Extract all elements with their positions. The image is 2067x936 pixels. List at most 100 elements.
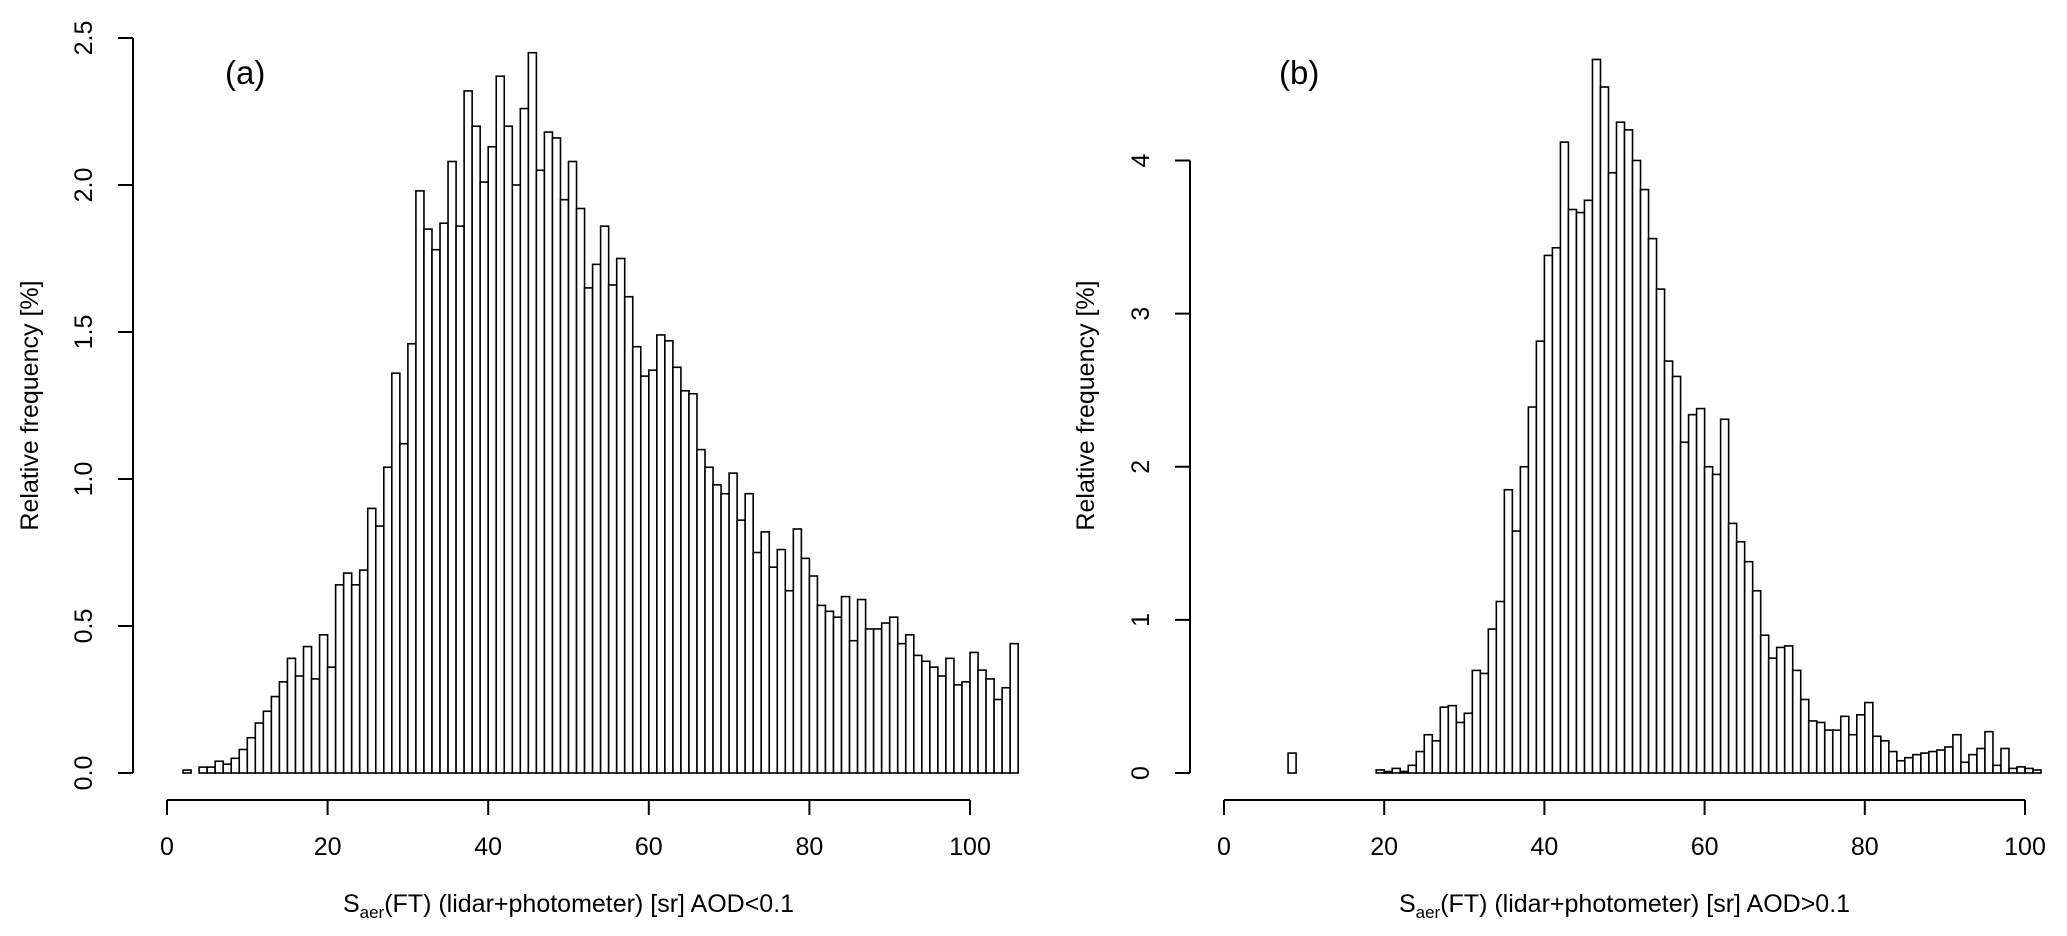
- histogram-bar: [543, 131, 554, 774]
- histogram-bar: [840, 595, 851, 774]
- histogram-bar: [455, 225, 465, 774]
- histogram-bar: [1751, 589, 1762, 774]
- histogram-bar: [2008, 767, 2018, 774]
- histogram-bar: [1519, 465, 1530, 774]
- histogram-bar: [1471, 669, 1482, 774]
- histogram-bar: [2000, 747, 2010, 774]
- histogram-bar: [1375, 769, 1385, 774]
- y-axis: 0.0 0.5 1.0 1.5 2.0 2.5: [70, 21, 134, 790]
- histogram-bar: [575, 207, 586, 774]
- x-axis: 0 20 40 60 80 100: [160, 799, 991, 861]
- histogram-bar: [423, 228, 433, 774]
- bars: [1287, 58, 2042, 774]
- histogram-bar: [1928, 750, 1938, 774]
- x-axis-title: Saer(FT) (lidar+photometer) [sr] AOD<0.1: [343, 890, 794, 922]
- x-tick-label: 0: [160, 833, 174, 861]
- histogram-bar: [1591, 58, 1602, 774]
- histogram-bar: [680, 389, 690, 774]
- histogram-bar: [1719, 418, 1730, 774]
- histogram-bar: [1551, 246, 1562, 774]
- histogram-bar: [2024, 767, 2034, 774]
- histogram-bar: [1623, 129, 1634, 774]
- histogram-bar: [358, 569, 369, 774]
- y-tick-label: 3: [1127, 307, 1155, 321]
- histogram-bar: [270, 695, 281, 774]
- histogram-bar: [985, 678, 995, 774]
- histogram-bar: [631, 345, 642, 774]
- x-tick-label: 60: [635, 833, 663, 861]
- histogram-bar: [1936, 749, 1946, 774]
- histogram-bar: [230, 757, 241, 774]
- histogram-bar: [286, 657, 297, 774]
- histogram-bar: [888, 616, 899, 774]
- histogram-bar: [1872, 735, 1882, 774]
- histogram-bar: [1743, 560, 1754, 774]
- histogram-bar: [784, 589, 795, 774]
- histogram-bar: [937, 675, 947, 774]
- histogram-bar: [431, 248, 441, 774]
- histogram-bar: [519, 107, 530, 774]
- histogram-bar: [712, 484, 722, 774]
- histogram-bar: [1655, 288, 1666, 774]
- histogram-bar: [1687, 413, 1698, 774]
- histogram-bar: [1912, 753, 1922, 774]
- histogram-bar: [808, 575, 819, 774]
- x-tick-label: 100: [949, 833, 991, 861]
- histogram-bar: [1703, 465, 1714, 774]
- histogram-bar: [374, 525, 385, 774]
- x-tick-label: 80: [1851, 833, 1879, 861]
- histogram-bar: [1807, 720, 1818, 774]
- histogram-bar: [222, 763, 233, 774]
- histogram-bar: [1399, 770, 1410, 774]
- histogram-bar: [961, 681, 971, 774]
- histogram-bar: [1543, 254, 1554, 774]
- histogram-bar: [342, 572, 353, 774]
- histogram-bar: [1391, 767, 1402, 774]
- y-tick-label: 1.5: [70, 315, 98, 350]
- histogram-bar: [1423, 733, 1434, 774]
- histogram-bar: [848, 639, 859, 774]
- x-axis: 0 20 40 60 80 100: [1217, 799, 2046, 861]
- histogram-bar: [254, 722, 265, 774]
- x-tick-label: 60: [1691, 833, 1719, 861]
- histogram-bar: [2016, 766, 2026, 774]
- histogram-bar: [391, 372, 401, 774]
- y-tick-label: 0.5: [70, 609, 98, 644]
- histogram-bar: [744, 492, 754, 774]
- histogram-bar: [607, 284, 618, 774]
- histogram-bar: [1992, 764, 2002, 774]
- histogram-bar: [1607, 171, 1618, 774]
- y-tick-label: 0: [1127, 766, 1155, 780]
- histogram-bar: [696, 448, 706, 774]
- histogram-bar: [487, 145, 498, 774]
- histogram-bar: [623, 295, 634, 774]
- histogram-bar: [2032, 769, 2042, 774]
- histogram-bar: [599, 225, 610, 774]
- histogram-bar: [1896, 759, 1906, 774]
- histogram-bar: [921, 660, 931, 774]
- histogram-bar: [1439, 706, 1450, 774]
- histogram-bar: [214, 760, 225, 774]
- histogram-bar: [350, 584, 361, 774]
- histogram-bar: [1791, 669, 1802, 774]
- histogram-bar: [1888, 750, 1898, 774]
- histogram-bar: [527, 51, 538, 774]
- histogram-bar: [969, 651, 979, 774]
- histogram-bar: [1487, 628, 1498, 774]
- histogram-bar: [1839, 715, 1850, 774]
- histogram-bar: [752, 551, 763, 774]
- histogram-bar: [447, 160, 457, 774]
- histogram-bar: [1847, 733, 1858, 774]
- histogram-bar: [1431, 740, 1442, 774]
- y-tick-label: 2.0: [70, 168, 98, 203]
- histogram-bar: [278, 681, 289, 774]
- histogram-bar: [1976, 747, 1986, 774]
- histogram-bar: [824, 610, 835, 774]
- x-tick-label: 20: [314, 833, 342, 861]
- histogram-bar: [1495, 600, 1506, 774]
- x-tick-label: 20: [1370, 833, 1398, 861]
- x-axis-title: Saer(FT) (lidar+photometer) [sr] AOD>0.1: [1399, 890, 1850, 922]
- histogram-bar: [206, 766, 216, 774]
